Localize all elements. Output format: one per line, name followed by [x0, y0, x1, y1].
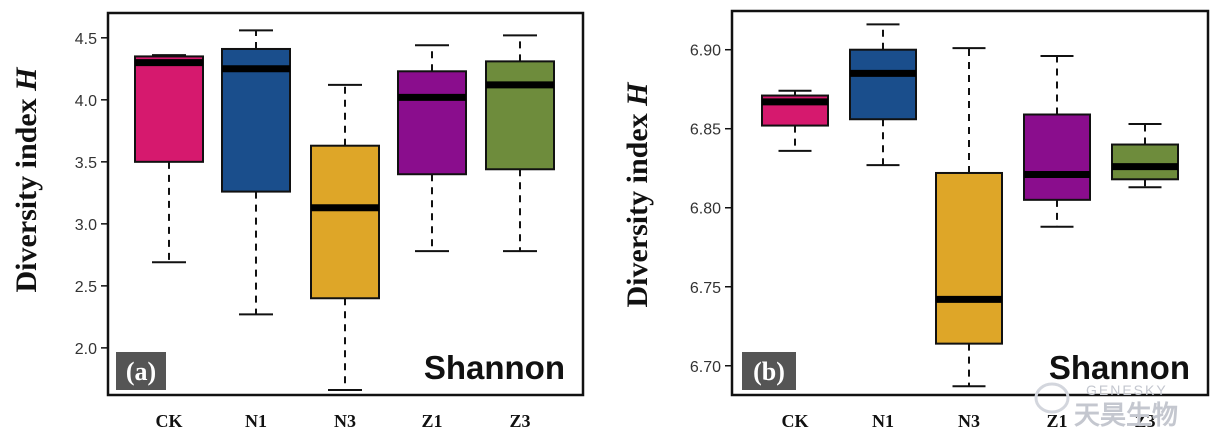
index-name-label: Shannon: [1049, 349, 1190, 386]
panel-tag-label: (a): [126, 357, 156, 386]
x-tick-label: CK: [782, 411, 809, 431]
box-iqr: [849, 48, 917, 121]
y-tick-label: 3.5: [75, 155, 97, 172]
box-n1: [849, 23, 917, 167]
box-iqr: [1023, 113, 1091, 201]
x-tick-label: N3: [958, 411, 980, 431]
box-iqr: [935, 171, 1003, 345]
box-iqr: [221, 47, 291, 193]
watermark-logo: GENESKY 天昊生物: [1034, 382, 1178, 431]
box-iqr: [397, 70, 467, 176]
box-z1: [397, 44, 467, 253]
watermark-brand-latin: GENESKY: [1086, 382, 1168, 398]
y-axis-label: Diversity index H: [621, 81, 654, 308]
panel-a: 2.0 2.5 3.0 3.5 4.0 4.5 Diversity index H CK N1 N…: [10, 11, 585, 431]
box-ck: [134, 54, 204, 264]
y-tick-label: 6.80: [690, 201, 721, 218]
x-tick-label: CK: [156, 411, 183, 431]
watermark-brand-cjk: 天昊生物: [1074, 401, 1178, 431]
y-tick-label: 4.0: [75, 93, 97, 110]
panel-b: 6.70 6.75 6.80 6.85 6.90 Diversity index H CK N…: [621, 9, 1210, 431]
box-ck: [761, 89, 829, 152]
x-tick-label: Z3: [1134, 411, 1155, 431]
box-n1: [221, 29, 291, 316]
x-tick-label: Z3: [509, 411, 530, 431]
y-tick-label: 4.5: [75, 31, 97, 48]
box-iqr: [134, 55, 204, 163]
y-tick-label: 6.75: [690, 280, 721, 297]
y-tick-label: 2.5: [75, 279, 97, 296]
y-tick-label: 6.70: [690, 359, 721, 376]
panel-tag-label: (b): [753, 357, 785, 386]
x-tick-label: Z1: [421, 411, 442, 431]
plot-frame-a: [106, 11, 585, 397]
box-z3: [485, 34, 555, 253]
panel-tag-background: [116, 352, 166, 390]
y-axis-label: Diversity index H: [10, 66, 43, 293]
x-tick-label: Z1: [1046, 411, 1067, 431]
box-n3: [310, 83, 380, 392]
x-tick-label: N1: [872, 411, 894, 431]
y-tick-label: 6.85: [690, 122, 721, 139]
box-iqr: [1111, 143, 1179, 181]
box-iqr: [485, 60, 555, 171]
plot-frame-b: [730, 9, 1210, 397]
box-z3: [1111, 122, 1179, 189]
x-tick-label: N1: [245, 411, 267, 431]
box-z1: [1023, 55, 1091, 228]
y-tick-label: 2.0: [75, 341, 97, 358]
y-tick-label: 3.0: [75, 217, 97, 234]
panel-tag-background: [742, 352, 796, 390]
box-iqr: [310, 144, 380, 300]
x-tick-label: N3: [334, 411, 356, 431]
box-n3: [935, 47, 1003, 388]
y-tick-label: 6.90: [690, 43, 721, 60]
index-name-label: Shannon: [424, 349, 565, 386]
